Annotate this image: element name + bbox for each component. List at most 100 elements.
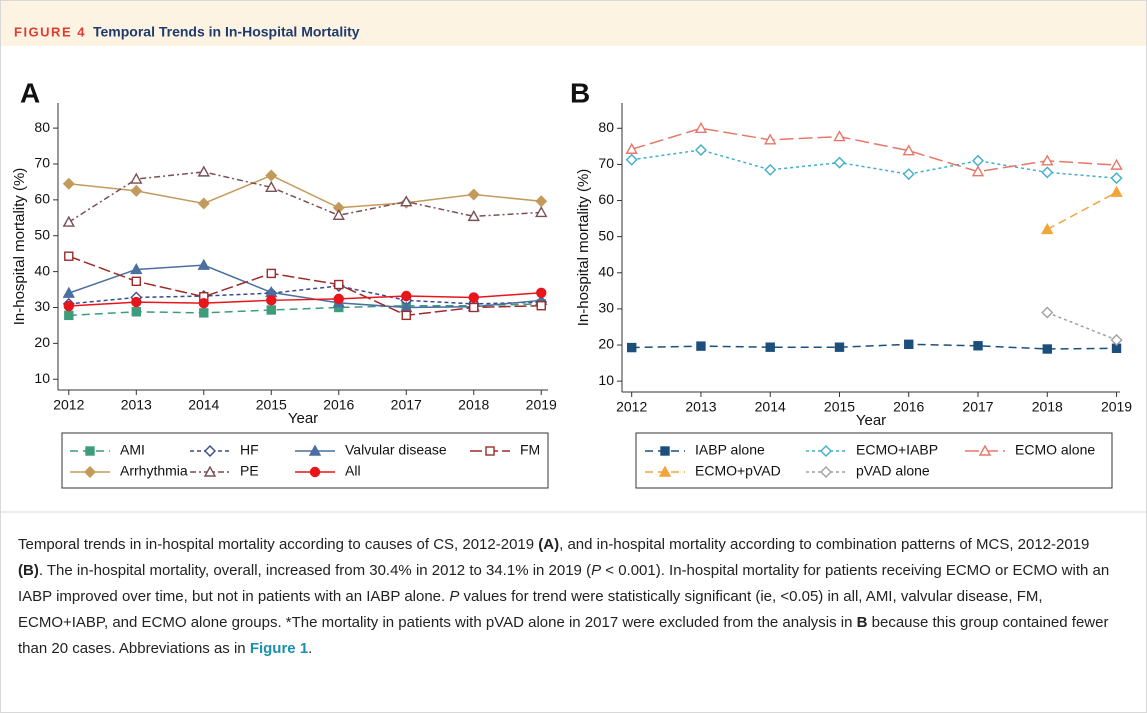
marker: [334, 279, 344, 290]
x-tick-label: 2014: [188, 397, 219, 413]
series-line: [631, 149, 1117, 179]
figure-link[interactable]: Figure 1: [249, 640, 309, 657]
legend-label: AMI: [120, 442, 145, 458]
marker: [1110, 158, 1123, 170]
marker: [131, 307, 141, 317]
series-line: [631, 127, 1117, 173]
legend-label: Valvular disease: [345, 442, 447, 458]
marker: [62, 177, 75, 190]
marker: [902, 144, 915, 156]
marker: [1110, 185, 1123, 197]
marker: [198, 297, 209, 309]
marker: [764, 163, 777, 176]
x-tick-label: 2018: [458, 397, 489, 413]
marker: [485, 446, 495, 456]
marker: [833, 130, 846, 142]
marker: [85, 446, 95, 456]
marker: [625, 142, 638, 154]
marker: [401, 310, 411, 321]
series-line: [68, 264, 542, 309]
marker: [973, 341, 983, 351]
legend-label: FM: [520, 442, 540, 458]
marker: [204, 445, 216, 457]
marker: [764, 133, 777, 145]
x-axis-label: Year: [288, 410, 318, 427]
marker: [130, 184, 143, 197]
marker: [131, 296, 142, 308]
marker: [308, 444, 322, 456]
marker: [1042, 344, 1052, 354]
panel-label: B: [570, 77, 590, 108]
caption-text: . The in-hospital mortality, overall, in…: [38, 562, 592, 579]
legend-label: pVAD alone: [856, 463, 930, 479]
marker: [332, 208, 345, 220]
marker: [467, 188, 480, 201]
marker: [626, 342, 637, 353]
marker: [834, 342, 845, 352]
caption-text: .: [308, 640, 313, 657]
marker: [765, 342, 775, 352]
caption-text: because this group contained fewer than …: [18, 614, 1109, 657]
marker: [904, 339, 914, 350]
marker: [658, 465, 672, 477]
marker: [130, 263, 143, 275]
marker: [467, 209, 480, 222]
legend-label: All: [345, 463, 361, 479]
legend-label: ECMO alone: [1015, 442, 1095, 458]
series-line: [68, 285, 542, 305]
marker: [62, 286, 75, 298]
y-tick-label: 30: [34, 298, 50, 314]
x-tick-label: 2018: [1032, 399, 1063, 415]
legend-label: ECMO+IABP: [856, 442, 938, 458]
marker: [266, 268, 276, 279]
figure-number: FIGURE 4: [14, 24, 86, 39]
y-tick-label: 70: [598, 155, 614, 171]
marker: [84, 466, 96, 478]
marker: [400, 195, 413, 207]
legend-box: [61, 432, 549, 489]
marker: [333, 293, 344, 305]
marker: [902, 168, 915, 181]
marker: [266, 305, 276, 315]
y-axis-label: In-hospital mortality (%): [11, 168, 28, 326]
marker: [820, 466, 832, 478]
marker: [203, 465, 217, 477]
marker: [469, 302, 479, 313]
x-tick-label: 2016: [323, 397, 354, 413]
marker: [197, 197, 210, 210]
marker: [130, 172, 143, 184]
marker: [265, 169, 278, 182]
marker: [696, 341, 706, 351]
legend-label: Arrhythmia: [120, 463, 188, 479]
marker: [62, 215, 75, 227]
caption-bold: B: [856, 614, 868, 631]
marker: [1041, 222, 1054, 235]
marker: [199, 308, 209, 318]
caption-italic: P: [591, 562, 602, 579]
marker: [978, 444, 992, 456]
marker: [1041, 166, 1054, 179]
y-tick-label: 80: [34, 119, 50, 135]
marker: [197, 165, 210, 177]
y-tick-label: 60: [598, 191, 614, 207]
x-tick-label: 2012: [616, 399, 647, 415]
marker: [971, 165, 985, 177]
marker: [401, 290, 412, 302]
marker: [265, 180, 278, 193]
caption: Temporal trends in in-hospital mortality…: [18, 532, 1118, 662]
x-tick-label: 2017: [391, 397, 422, 413]
marker: [63, 300, 74, 312]
y-tick-label: 50: [598, 227, 614, 243]
legend-label: PE: [240, 463, 259, 479]
series-line: [68, 174, 542, 209]
caption-text: values for trend were statistically sign…: [18, 588, 1043, 631]
x-tick-label: 2013: [685, 399, 716, 415]
legend-box: [635, 432, 1113, 489]
x-tick-label: 2015: [824, 399, 855, 415]
marker: [468, 292, 479, 303]
caption-bold: (B): [18, 562, 39, 579]
panel-label: A: [20, 77, 40, 108]
y-tick-label: 40: [598, 263, 614, 279]
